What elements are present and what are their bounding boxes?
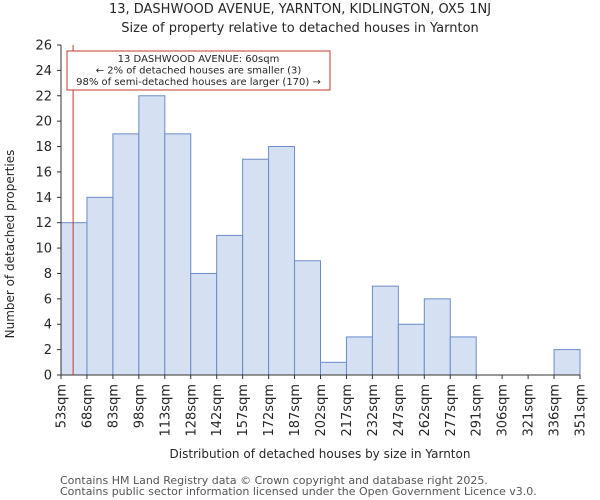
x-tick-label: 217sqm xyxy=(340,384,355,437)
y-axis-label: Number of detached properties xyxy=(3,150,17,339)
x-tick-label: 351sqm xyxy=(574,384,589,437)
x-tick-label: 306sqm xyxy=(496,384,511,437)
bar-68sqm xyxy=(86,196,114,376)
footer-line-1: Contains HM Land Registry data © Crown c… xyxy=(60,474,488,487)
y-tick-label: 14 xyxy=(35,191,52,206)
bar-83sqm xyxy=(112,133,140,376)
bar-53sqm xyxy=(60,222,88,376)
x-tick-label: 291sqm xyxy=(470,384,485,437)
x-tick-label: 142sqm xyxy=(210,384,225,437)
bar-247sqm xyxy=(397,323,425,376)
bar-202sqm xyxy=(320,361,347,376)
x-tick-label: 187sqm xyxy=(288,384,303,437)
x-tick-label: 321sqm xyxy=(522,384,537,437)
x-tick-label: 68sqm xyxy=(80,384,95,428)
annotation-box xyxy=(66,50,331,91)
y-tick-label: 20 xyxy=(35,115,52,130)
x-axis-label: Distribution of detached houses by size … xyxy=(170,447,471,461)
bar-157sqm xyxy=(242,158,270,376)
x-tick-label: 98sqm xyxy=(132,384,147,428)
footer-line-2: Contains public sector information licen… xyxy=(60,485,537,498)
bar-113sqm xyxy=(164,133,192,376)
x-tick-label: 277sqm xyxy=(444,384,459,437)
y-tick-label: 2 xyxy=(44,343,52,358)
y-tick-label: 10 xyxy=(35,242,52,257)
y-tick-label: 6 xyxy=(44,292,52,307)
x-tick-label: 202sqm xyxy=(314,384,329,437)
y-tick-label: 24 xyxy=(35,64,52,79)
x-tick-label: 113sqm xyxy=(158,384,173,437)
y-tick-label: 26 xyxy=(35,39,52,54)
x-tick-label: 336sqm xyxy=(548,384,563,437)
x-tick-label: 83sqm xyxy=(106,384,121,428)
bar-232sqm xyxy=(371,285,399,376)
bar-217sqm xyxy=(345,336,373,376)
y-tick-label: 22 xyxy=(35,89,52,104)
x-tick-label: 262sqm xyxy=(418,384,433,437)
y-tick-label: 0 xyxy=(44,369,52,384)
y-tick-label: 18 xyxy=(35,140,52,155)
chart-subtitle: Size of property relative to detached ho… xyxy=(121,21,479,36)
x-tick-label: 157sqm xyxy=(236,384,251,437)
bar-336sqm xyxy=(553,349,581,376)
x-tick-label: 53sqm xyxy=(55,384,70,428)
annotation-line-1: 13 DASHWOOD AVENUE: 60sqm xyxy=(118,54,280,65)
bar-142sqm xyxy=(216,234,244,376)
bar-128sqm xyxy=(190,272,218,376)
y-tick-label: 8 xyxy=(44,267,52,282)
bar-98sqm xyxy=(138,95,166,376)
y-tick-label: 12 xyxy=(35,216,52,231)
x-tick-label: 128sqm xyxy=(184,384,199,437)
annotation-line-3: 98% of semi-detached houses are larger (… xyxy=(76,77,321,88)
bar-277sqm xyxy=(449,336,477,376)
y-tick-label: 16 xyxy=(35,165,52,180)
bar-187sqm xyxy=(294,260,321,376)
chart-title: 13, DASHWOOD AVENUE, YARNTON, KIDLINGTON… xyxy=(108,2,492,17)
x-tick-label: 172sqm xyxy=(262,384,277,437)
y-tick-label: 4 xyxy=(44,318,52,333)
x-tick-label: 232sqm xyxy=(366,384,381,437)
x-tick-label: 247sqm xyxy=(392,384,407,437)
bar-262sqm xyxy=(423,298,451,376)
bar-172sqm xyxy=(268,146,296,376)
annotation-line-2: ← 2% of detached houses are smaller (3) xyxy=(96,66,302,77)
